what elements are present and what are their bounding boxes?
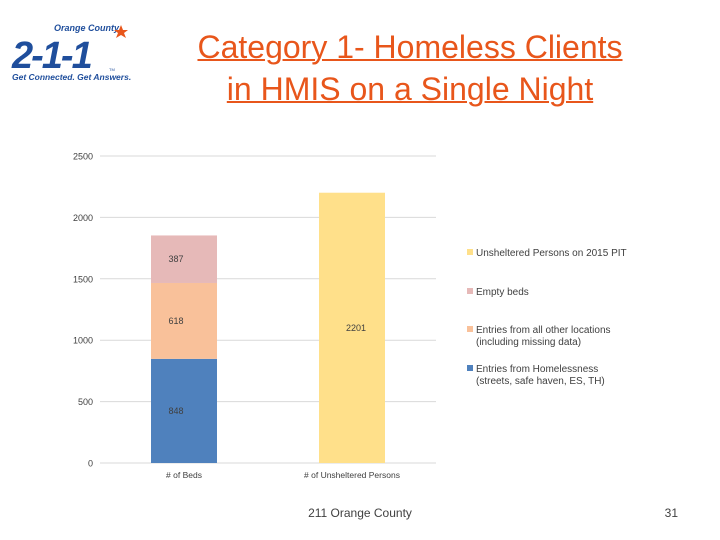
data-label: 848 (168, 406, 183, 416)
legend-label: Entries from Homelessness (476, 364, 598, 375)
title-line-2: in HMIS on a Single Night (226, 71, 594, 107)
data-label: 2201 (346, 323, 366, 333)
logo-top-text: Orange County (54, 23, 120, 33)
slide-title: Category 1- Homeless Clients in HMIS on … (140, 26, 680, 110)
orange-county-211-logo: Orange County 2-1-1 TM Get Connected. Ge… (8, 20, 133, 86)
y-tick-label: 1000 (73, 336, 93, 346)
page-number: 31 (664, 506, 678, 520)
bar-segment (151, 358, 217, 463)
legend-label: Entries from all other locations (476, 325, 611, 336)
y-tick-label: 2500 (73, 152, 93, 162)
data-label: 618 (168, 316, 183, 326)
y-tick-label: 500 (78, 397, 93, 407)
y-tick-label: 0 (88, 459, 93, 469)
bar-segment (319, 192, 385, 463)
logo-number: 2-1-1 (11, 35, 92, 77)
y-tick-label: 2000 (73, 213, 93, 223)
legend-label: (including missing data) (476, 337, 581, 348)
legend-swatch (467, 326, 473, 332)
legend-label: Unsheltered Persons on 2015 PIT (476, 248, 627, 259)
footer-text: 211 Orange County (308, 506, 412, 520)
legend-swatch (467, 249, 473, 255)
logo-tagline: Get Connected. Get Answers. (12, 72, 131, 82)
legend-label: Empty beds (476, 287, 529, 298)
legend-swatch (467, 288, 473, 294)
y-tick-label: 1500 (73, 274, 93, 284)
bar-segment (151, 235, 217, 283)
legend-swatch (467, 365, 473, 371)
legend-label: (streets, safe haven, ES, TH) (476, 376, 605, 387)
bar-segment (151, 282, 217, 359)
data-label: 387 (168, 254, 183, 264)
logo-tm: TM (109, 67, 115, 72)
star-icon (114, 25, 128, 38)
title-line-1: Category 1- Homeless Clients (197, 29, 623, 65)
x-tick-label: # of Beds (166, 470, 202, 480)
stacked-bar-chart: 0 500 1000 1500 2000 2500 848 618 387 # of Beds 22… (73, 152, 627, 481)
x-tick-label: # of Unsheltered Persons (304, 470, 400, 480)
